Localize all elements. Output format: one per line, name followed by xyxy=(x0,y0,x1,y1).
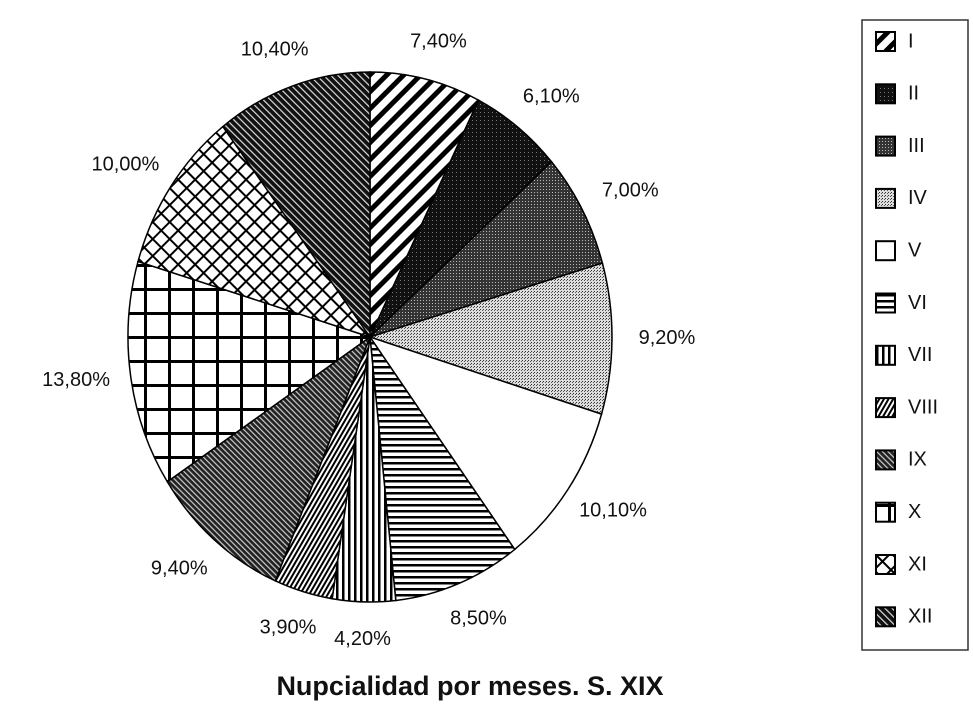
legend-label: II xyxy=(908,83,919,105)
legend-label: III xyxy=(908,135,925,157)
legend-swatch xyxy=(875,83,896,105)
legend-label: XII xyxy=(908,606,932,628)
data-label: 4,20% xyxy=(334,628,391,650)
data-label: 7,40% xyxy=(410,30,467,52)
data-label: 7,00% xyxy=(602,179,659,201)
pie-slice xyxy=(367,262,613,416)
pie-slice xyxy=(368,335,603,551)
data-label: 10,40% xyxy=(241,38,309,60)
pie-slice xyxy=(369,160,604,338)
legend-label: X xyxy=(908,501,921,523)
legend-swatch xyxy=(875,31,896,52)
chart-title: Nupcialidad por meses. S. XIX xyxy=(276,671,663,701)
legend-label: VII xyxy=(908,344,932,366)
legend-swatch xyxy=(875,501,896,523)
legend-label: XI xyxy=(908,553,927,575)
data-label: 6,10% xyxy=(523,85,580,107)
legend-swatch xyxy=(875,292,896,314)
legend-label: IX xyxy=(908,449,927,471)
data-label: 8,50% xyxy=(450,607,507,629)
pie-slice xyxy=(221,71,371,340)
legend-swatch xyxy=(875,449,896,471)
data-label: 3,90% xyxy=(260,617,317,639)
legend-swatch xyxy=(875,606,896,628)
pie-slice xyxy=(137,125,372,339)
legend-label: IV xyxy=(908,187,928,209)
data-label: 13,80% xyxy=(42,369,110,391)
legend-label: VIII xyxy=(908,396,938,418)
pie-slice xyxy=(369,336,516,602)
data-label: 9,40% xyxy=(151,558,208,580)
pie-slice xyxy=(166,334,372,582)
data-label: 9,20% xyxy=(639,327,696,349)
data-label: 10,10% xyxy=(579,500,647,522)
legend-box xyxy=(861,19,969,651)
legend-swatch xyxy=(875,344,896,366)
legend-swatch xyxy=(875,135,896,157)
pie-slice xyxy=(127,260,372,483)
data-label: 10,00% xyxy=(91,153,159,175)
legend-label: VI xyxy=(908,292,927,314)
legend-swatch xyxy=(875,187,896,209)
legend-swatch xyxy=(875,397,896,419)
legend-swatch xyxy=(875,240,896,262)
legend-swatch xyxy=(875,554,896,575)
legend-label: I xyxy=(908,30,914,52)
pie-slice xyxy=(369,71,480,338)
legend-label: V xyxy=(908,239,922,261)
